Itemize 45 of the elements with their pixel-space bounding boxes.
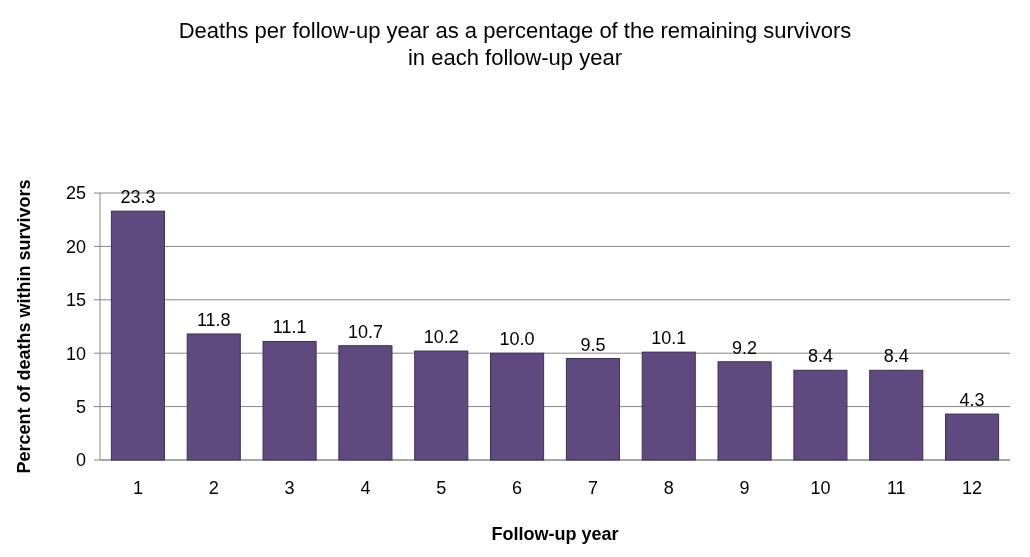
bar bbox=[262, 340, 317, 461]
data-label: 9.5 bbox=[580, 334, 606, 355]
x-tick-label: 12 bbox=[962, 478, 983, 498]
data-label: 11.8 bbox=[196, 309, 231, 330]
data-label: 8.4 bbox=[883, 346, 909, 367]
x-tick-label: 6 bbox=[512, 478, 523, 498]
data-label: 10.0 bbox=[499, 329, 535, 350]
bar bbox=[945, 413, 1000, 461]
x-tick-label: 10 bbox=[810, 478, 831, 498]
x-tick-label: 11 bbox=[886, 478, 906, 498]
x-tick-label: 5 bbox=[436, 478, 447, 498]
y-axis-title: Percent of deaths within survivors bbox=[14, 179, 34, 474]
data-label: 11.1 bbox=[272, 317, 307, 338]
bar bbox=[793, 369, 848, 461]
bar bbox=[110, 210, 165, 461]
bar bbox=[565, 358, 620, 461]
data-label: 10.7 bbox=[347, 321, 383, 342]
bar bbox=[186, 333, 241, 461]
data-label: 10.2 bbox=[423, 327, 459, 348]
x-axis-title: Follow-up year bbox=[491, 524, 619, 544]
y-tick-label: 0 bbox=[75, 450, 86, 471]
bar bbox=[338, 345, 393, 461]
x-tick-label: 8 bbox=[663, 478, 674, 498]
x-tick-label: 1 bbox=[132, 478, 143, 498]
bar bbox=[490, 352, 545, 461]
x-tick-label: 4 bbox=[360, 478, 371, 498]
chart-title: Deaths per follow-up year as a percentage of the remaining survivors in each follow-up year bbox=[178, 18, 852, 70]
bar bbox=[641, 351, 696, 461]
data-label: 10.1 bbox=[651, 328, 687, 349]
y-tick-label: 5 bbox=[75, 396, 86, 417]
x-tick-label: 3 bbox=[284, 478, 295, 498]
data-label: 8.4 bbox=[807, 346, 833, 367]
bar bbox=[717, 361, 772, 461]
x-tick-label: 9 bbox=[739, 478, 750, 498]
x-tick-label: 7 bbox=[587, 478, 598, 498]
bar bbox=[414, 350, 469, 461]
y-tick-label: 25 bbox=[65, 183, 86, 204]
y-tick-label: 15 bbox=[65, 290, 86, 311]
x-tick-label: 2 bbox=[208, 478, 219, 498]
data-label: 4.3 bbox=[959, 390, 985, 411]
data-label: 9.2 bbox=[732, 337, 758, 358]
bar bbox=[869, 369, 924, 461]
data-label: 23.3 bbox=[120, 187, 156, 208]
y-tick-label: 10 bbox=[65, 343, 86, 364]
y-tick-label: 20 bbox=[65, 236, 86, 257]
